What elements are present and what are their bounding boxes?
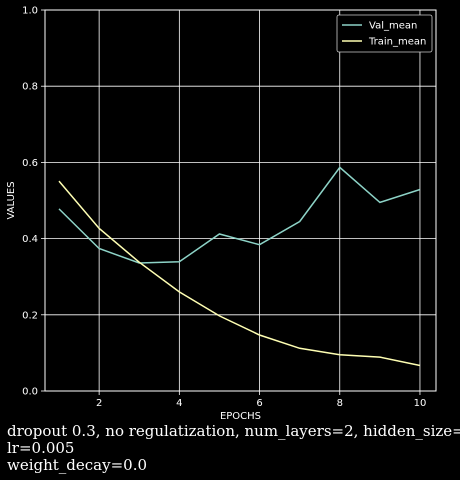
x-axis-label: EPOCHS xyxy=(220,411,261,420)
x-tick-label: 4 xyxy=(176,398,182,409)
y-tick-label: 0.0 xyxy=(22,387,38,398)
x-tick-label: 8 xyxy=(337,398,343,409)
caption-line-1: dropout 0.3, no regulatization, num_laye… xyxy=(7,422,460,440)
axis-ticks: 2 4 6 8 10 0.0 0.2 0.4 0.6 0.8 1.0 xyxy=(22,6,426,410)
y-tick-label: 0.8 xyxy=(22,82,38,93)
series-line-train-mean xyxy=(58,180,421,367)
series-line-val-mean xyxy=(58,166,421,264)
y-tick-label: 0.2 xyxy=(22,310,38,321)
y-tick-label: 1.0 xyxy=(22,6,38,17)
x-tick-label: 6 xyxy=(256,398,262,409)
line-chart: 2 4 6 8 10 0.0 0.2 0.4 0.6 0.8 1.0 EPOCHS VALUES V… xyxy=(6,6,437,420)
caption-line-3: weight_decay=0.0 xyxy=(7,456,148,474)
series-lines xyxy=(58,166,421,367)
plot-area xyxy=(44,9,437,392)
y-tick-label: 0.6 xyxy=(22,158,38,169)
legend-label-train-mean: Train_mean xyxy=(368,37,426,48)
figure-caption: dropout 0.3, no regulatization, num_laye… xyxy=(7,422,460,474)
caption-line-2: lr=0.005 xyxy=(7,439,75,457)
y-tick-label: 0.4 xyxy=(22,234,38,245)
legend: Val_mean Train_mean xyxy=(336,14,433,53)
legend-label-val-mean: Val_mean xyxy=(369,21,417,32)
y-axis-label: VALUES xyxy=(6,181,17,219)
x-tick-label: 10 xyxy=(414,398,427,409)
x-tick-label: 2 xyxy=(96,398,102,409)
